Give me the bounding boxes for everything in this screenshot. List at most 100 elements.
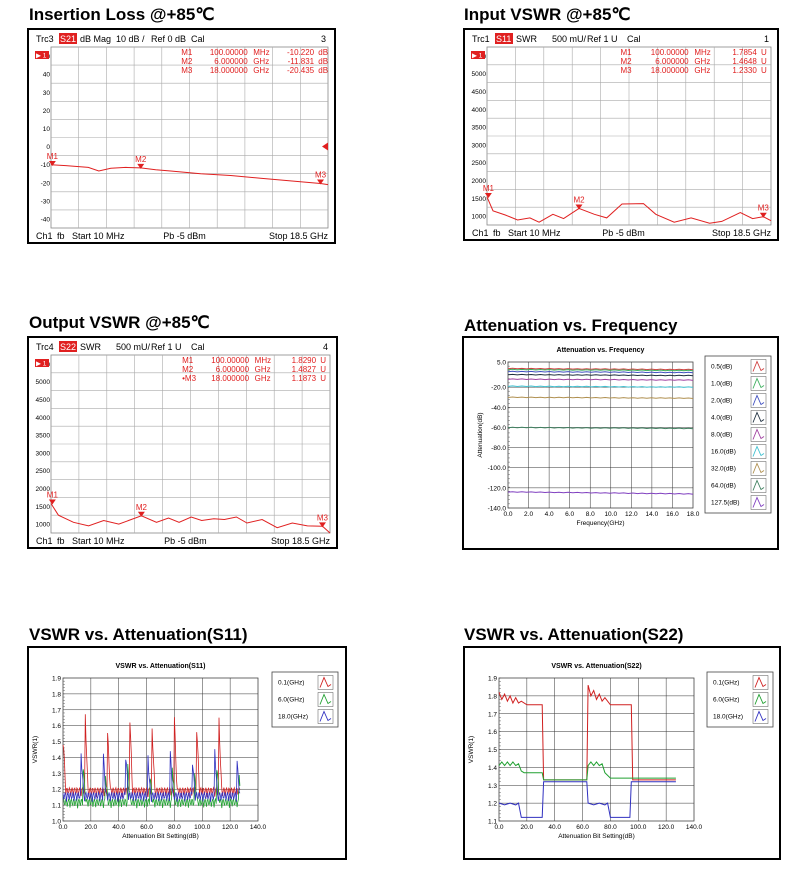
y-tick-label: 1.8 — [488, 693, 497, 700]
legend-line-sample — [319, 676, 332, 688]
legend-label: 0.1(GHz) — [278, 680, 304, 687]
legend-label: 2.0(dB) — [711, 398, 732, 405]
chart-title: Attenuation vs. Frequency — [557, 347, 645, 354]
channel-badge-label: ▶ 1 — [36, 53, 47, 60]
legend-line-sample — [752, 411, 765, 423]
param-badge — [59, 341, 77, 352]
x-tick-label: 80.0 — [604, 824, 617, 831]
marker-table-x: 18.000000 — [210, 66, 248, 75]
y-tick-label: 1.4 — [488, 765, 497, 772]
param-label: S11 — [496, 34, 511, 44]
scale-label: 10 dB / — [116, 34, 145, 44]
footer-start: Start 10 MHz — [508, 228, 561, 238]
legend-line-sample — [752, 360, 765, 372]
y-tick-label: 3500 — [36, 433, 51, 440]
legend-line-sample — [752, 394, 765, 406]
measurement-trace — [486, 196, 772, 224]
ref-label: Ref 1 U — [151, 342, 182, 352]
series-line — [507, 426, 694, 430]
section-title-vswr-s22: VSWR vs. Attenuation(S22) — [464, 625, 684, 644]
series-line — [62, 749, 241, 802]
marker-label: M2 — [136, 503, 148, 512]
legend-line-sample — [319, 693, 332, 705]
x-tick-label: 18.0 — [687, 511, 700, 518]
y-tick-label: 1.3 — [488, 783, 497, 790]
marker-table-value: -11.831 — [288, 57, 315, 66]
y-tick-label: 2000 — [472, 178, 487, 185]
x-tick-label: 0.0 — [503, 511, 512, 518]
x-tick-label: 0.0 — [494, 824, 503, 831]
y-tick-label: 40 — [43, 72, 51, 79]
legend-line-sample — [754, 710, 767, 722]
y-tick-label: 3000 — [472, 142, 487, 149]
y-tick-label: 1.9 — [52, 676, 61, 683]
marker-table-name: M1 — [182, 356, 194, 365]
legend-line-sample — [752, 479, 765, 491]
series-line — [507, 491, 694, 495]
legend-label: 8.0(dB) — [711, 432, 732, 439]
section-title-vswr-s11: VSWR vs. Attenuation(S11) — [29, 625, 248, 644]
measurement-trace — [50, 503, 331, 534]
marker-triangle — [137, 511, 145, 517]
series-line — [507, 373, 694, 377]
ref-label: Ref 0 dB — [151, 34, 186, 44]
y-tick-label: -40 — [41, 216, 51, 223]
marker-table-value: 1.4648 — [732, 57, 757, 66]
y-tick-label: 4500 — [36, 397, 51, 404]
channel-badge — [35, 51, 49, 59]
legend-label: 0.5(dB) — [711, 364, 732, 371]
footer-power: Pb -5 dBm — [602, 228, 645, 238]
ref-level-arrow — [322, 142, 328, 151]
channel-badge-label: ▶ 1 — [472, 53, 483, 60]
marker-table-value-unit: dB — [318, 48, 328, 57]
marker-table-unit: GHz — [253, 57, 269, 66]
x-tick-label: 140.0 — [250, 824, 267, 831]
marker-table-value-unit: U — [761, 66, 767, 75]
marker-table-value: 1.4827 — [292, 365, 317, 374]
marker-label: M3 — [315, 170, 327, 179]
y-tick-label: -60.0 — [491, 425, 506, 432]
marker-triangle — [575, 204, 583, 210]
legend-line-sample — [752, 462, 765, 474]
marker-table-x: 6.000000 — [214, 57, 248, 66]
measurement-trace — [50, 164, 329, 186]
marker-table-name: M3 — [181, 66, 193, 75]
y-tick-label: -120.0 — [488, 485, 507, 492]
footer-fb: fb — [493, 228, 501, 238]
footer-start: Start 10 MHz — [72, 231, 125, 241]
y-tick-label: 1000 — [472, 214, 487, 221]
series-line — [498, 781, 676, 818]
marker-table-value: -20.435 — [287, 66, 315, 75]
legend-line-sample — [754, 693, 767, 705]
marker-triangle — [484, 193, 492, 199]
marker-label: M2 — [135, 155, 147, 164]
y-tick-label: 2500 — [36, 468, 51, 475]
y-tick-label: -10 — [41, 162, 51, 169]
marker-table-unit: GHz — [253, 66, 269, 75]
y-tick-label: 1.7 — [488, 711, 497, 718]
series-line — [507, 370, 694, 374]
marker-table-x: 18.000000 — [211, 374, 249, 383]
x-tick-label: 60.0 — [576, 824, 589, 831]
legend-line-sample — [752, 496, 765, 508]
x-tick-label: 10.0 — [604, 511, 617, 518]
series-line — [498, 761, 676, 781]
y-tick-label: 3000 — [36, 450, 51, 457]
marker-label: M2 — [573, 195, 585, 204]
trace-label: Trc3 — [36, 34, 54, 44]
x-tick-label: 100.0 — [194, 824, 211, 831]
marker-table-value: 1.1873 — [292, 374, 317, 383]
legend-line-sample — [754, 676, 767, 688]
footer-channel: Ch1 — [36, 536, 53, 546]
marker-triangle — [317, 179, 325, 185]
footer-channel: Ch1 — [36, 231, 53, 241]
marker-table-name: M1 — [181, 48, 193, 57]
y-tick-label: 1.6 — [52, 723, 61, 730]
y-tick-label: 1500 — [472, 196, 487, 203]
marker-label: M3 — [758, 204, 770, 213]
param-badge — [59, 33, 77, 44]
y-axis-label: VSWR(1) — [32, 736, 39, 763]
